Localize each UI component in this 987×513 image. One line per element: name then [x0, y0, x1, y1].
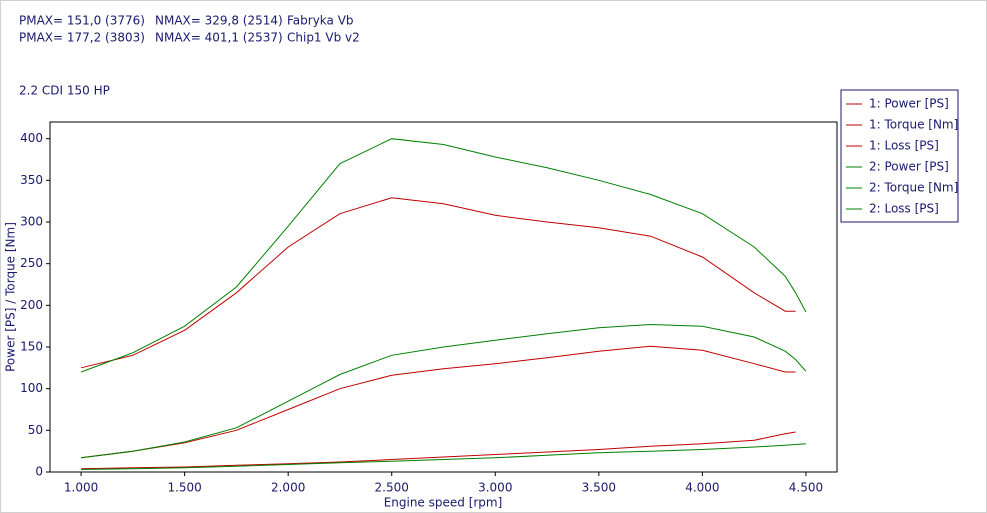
series-line	[80, 138, 807, 373]
header-text: PMAX= 177,2 (3803)	[19, 31, 145, 45]
legend-label: 1: Torque [Nm]	[869, 118, 958, 132]
x-tick-label: 3.000	[478, 481, 512, 495]
x-tick-label: 1.500	[167, 481, 201, 495]
plot-area	[49, 121, 838, 473]
series-line	[81, 431, 796, 470]
x-tick-label: 4.000	[685, 481, 719, 495]
legend-box	[840, 89, 959, 223]
y-tick-label: 100	[20, 381, 43, 395]
subtitle: 2.2 CDI 150 HP	[19, 84, 110, 98]
x-tick-label: 1.000	[64, 481, 98, 495]
x-axis-label: Engine speed [rpm]	[384, 496, 503, 510]
y-tick-label: 0	[35, 465, 43, 479]
legend-label: 2: Torque [Nm]	[869, 181, 958, 195]
legend-label: 1: Power [PS]	[869, 97, 949, 111]
y-tick-label: 250	[20, 256, 43, 270]
y-tick-label: 350	[20, 173, 43, 187]
y-tick-label: 300	[20, 215, 43, 229]
y-tick-label: 200	[20, 298, 43, 312]
series-line	[81, 323, 807, 459]
y-axis-label: Power [PS] / Torque [Nm]	[4, 222, 18, 372]
series-line	[81, 345, 796, 459]
legend-label: 2: Loss [PS]	[869, 202, 939, 216]
header-text: NMAX= 329,8 (2514)	[155, 14, 283, 28]
x-tick-label: 3.500	[582, 481, 616, 495]
legend-label: 2: Power [PS]	[869, 160, 949, 174]
series-line	[80, 197, 796, 369]
x-tick-label: 2.500	[375, 481, 409, 495]
header-text: NMAX= 401,1 (2537)	[155, 31, 283, 45]
header-text: Chip1 Vb v2	[287, 31, 360, 45]
header-text: Fabryka Vb	[287, 14, 354, 28]
legend-label: 1: Loss [PS]	[869, 139, 939, 153]
series-line	[81, 443, 806, 470]
x-tick-label: 2.000	[271, 481, 305, 495]
header-text: PMAX= 151,0 (3776)	[19, 14, 145, 28]
x-tick-label: 4.500	[789, 481, 823, 495]
y-tick-label: 150	[20, 340, 43, 354]
y-tick-label: 50	[28, 423, 43, 437]
y-tick-label: 400	[20, 131, 43, 145]
